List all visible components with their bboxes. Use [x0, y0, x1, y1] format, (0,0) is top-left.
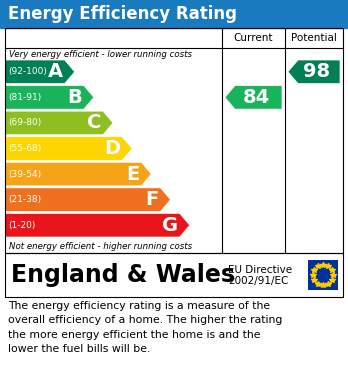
Text: B: B — [67, 88, 82, 107]
Text: 84: 84 — [243, 88, 270, 107]
Text: 2002/91/EC: 2002/91/EC — [228, 276, 288, 286]
Text: E: E — [126, 165, 139, 183]
Polygon shape — [5, 213, 190, 237]
Text: A: A — [48, 62, 63, 81]
Polygon shape — [225, 86, 282, 109]
Polygon shape — [5, 86, 94, 109]
Bar — [308, 260, 338, 290]
Text: EU Directive: EU Directive — [228, 265, 292, 275]
Text: (1-20): (1-20) — [8, 221, 35, 230]
Text: Not energy efficient - higher running costs: Not energy efficient - higher running co… — [9, 242, 192, 251]
Polygon shape — [5, 137, 132, 160]
Text: Current: Current — [234, 33, 273, 43]
Text: 98: 98 — [303, 62, 331, 81]
Text: (69-80): (69-80) — [8, 118, 41, 127]
Text: (81-91): (81-91) — [8, 93, 41, 102]
Text: (92-100): (92-100) — [8, 67, 47, 76]
Polygon shape — [288, 60, 340, 84]
Bar — [5, 28, 343, 253]
Polygon shape — [5, 162, 151, 186]
Text: The energy efficiency rating is a measure of the
overall efficiency of a home. T: The energy efficiency rating is a measur… — [8, 301, 282, 354]
Text: England & Wales: England & Wales — [11, 263, 235, 287]
Bar — [5, 253, 343, 297]
Text: Potential: Potential — [291, 33, 337, 43]
Text: (55-68): (55-68) — [8, 144, 41, 153]
Polygon shape — [5, 188, 171, 212]
Polygon shape — [5, 111, 113, 135]
Polygon shape — [5, 60, 74, 84]
Text: Energy Efficiency Rating: Energy Efficiency Rating — [8, 5, 237, 23]
Text: Very energy efficient - lower running costs: Very energy efficient - lower running co… — [9, 50, 192, 59]
Text: (21-38): (21-38) — [8, 195, 41, 204]
Text: G: G — [161, 216, 178, 235]
Text: F: F — [145, 190, 158, 209]
Text: C: C — [87, 113, 101, 133]
Bar — [0, 0, 348, 28]
Text: D: D — [104, 139, 120, 158]
Text: (39-54): (39-54) — [8, 170, 41, 179]
